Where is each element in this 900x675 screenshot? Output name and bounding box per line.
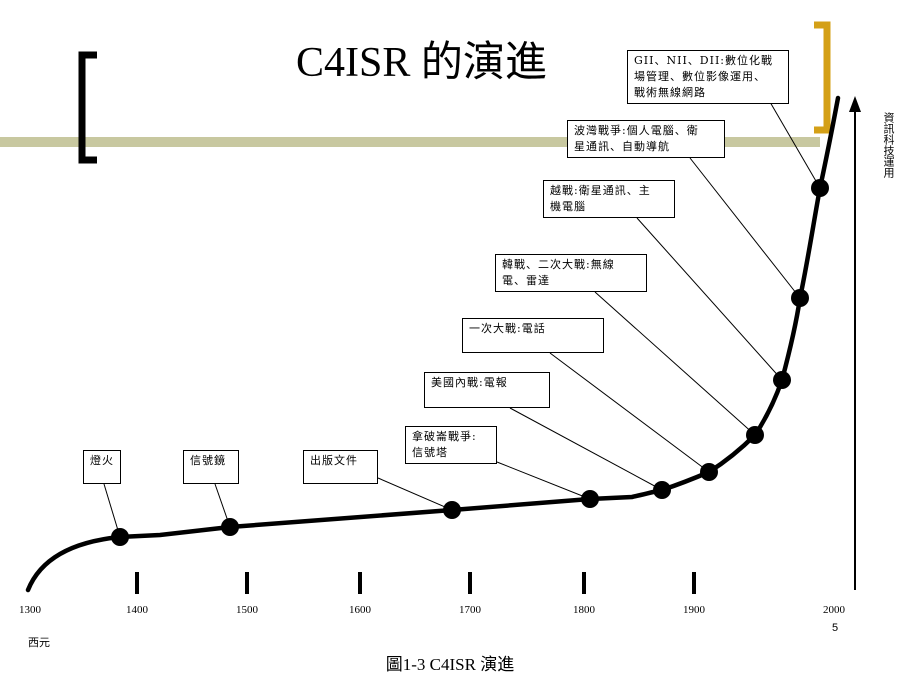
event-label-line: 韓戰、二次大戰:無線 bbox=[502, 258, 615, 271]
leader-line-civil-war bbox=[509, 407, 663, 491]
vertical-axis-label: 資訊科技運用 bbox=[882, 112, 895, 178]
year-label-1600: 1600 bbox=[349, 604, 371, 616]
year-label-1400: 1400 bbox=[126, 604, 148, 616]
event-label-line: 場管理、數位影像運用、 bbox=[634, 70, 766, 83]
slide-title: C4ISR 的演進 bbox=[296, 40, 547, 86]
year-label-1800: 1800 bbox=[573, 604, 595, 616]
left-bracket bbox=[78, 51, 97, 164]
event-label-civil-war: 美國內戰:電報 bbox=[424, 372, 550, 408]
event-label-line: 出版文件 bbox=[310, 454, 358, 467]
event-label-line: 燈火 bbox=[90, 454, 114, 467]
event-label-line: 星通訊、自動導航 bbox=[574, 140, 670, 153]
event-dot-civil-war bbox=[653, 481, 671, 499]
header-accent-bar bbox=[0, 137, 820, 147]
event-label-ww1: 一次大戰:電話 bbox=[462, 318, 604, 353]
event-label-line: 信號塔 bbox=[412, 446, 448, 459]
vertical-axis-arrowhead bbox=[849, 96, 861, 112]
event-label-line: 拿破崙戰爭: bbox=[412, 430, 477, 443]
leader-lines bbox=[103, 101, 821, 538]
year-label-1500: 1500 bbox=[236, 604, 258, 616]
year-label-1700: 1700 bbox=[459, 604, 481, 616]
leader-line-napoleonic bbox=[496, 461, 591, 500]
event-dot-vietnam bbox=[773, 371, 791, 389]
page-number: 5 bbox=[832, 622, 839, 634]
event-label-line: 越戰:衛星通訊、主 bbox=[550, 184, 651, 197]
event-dots bbox=[111, 179, 829, 546]
event-dot-gulf-war bbox=[791, 289, 809, 307]
event-dot-signal-mirror bbox=[221, 518, 239, 536]
figure-caption: 圖1-3 C4ISR 演進 bbox=[385, 655, 515, 674]
year-label-1900: 1900 bbox=[683, 604, 705, 616]
year-ticks bbox=[135, 572, 696, 594]
leader-line-korea-ww2 bbox=[594, 291, 756, 436]
event-label-korea-ww2: 韓戰、二次大戰:無線 電、雷達 bbox=[495, 254, 647, 292]
event-dot-printing bbox=[443, 501, 461, 519]
year-label-2000: 2000 bbox=[823, 604, 845, 616]
event-label-printing: 出版文件 bbox=[303, 450, 378, 484]
event-dot-ww1 bbox=[700, 463, 718, 481]
event-label-signal-mirror: 信號鏡 bbox=[183, 450, 239, 484]
event-label-line: GII、NII、DII:數位化戰 bbox=[634, 54, 774, 67]
event-dot-korea-ww2 bbox=[746, 426, 764, 444]
event-dot-beacon bbox=[111, 528, 129, 546]
event-label-line: 機電腦 bbox=[550, 200, 586, 213]
year-label-1300: 1300 bbox=[19, 604, 41, 616]
leader-line-gulf-war bbox=[689, 157, 801, 299]
evolution-curve bbox=[25, 95, 841, 593]
leader-line-printing bbox=[377, 477, 453, 511]
event-label-vietnam: 越戰:衛星通訊、主 機電腦 bbox=[543, 180, 675, 218]
event-label-line: 波灣戰爭:個人電腦、衛 bbox=[574, 124, 699, 137]
event-label-line: 美國內戰:電報 bbox=[431, 376, 508, 389]
event-label-beacon: 燈火 bbox=[83, 450, 121, 484]
event-label-line: 電、雷達 bbox=[502, 274, 550, 287]
leader-line-beacon bbox=[103, 483, 121, 538]
event-label-gii: GII、NII、DII:數位化戰 場管理、數位影像運用、 戰術無線網路 bbox=[627, 50, 789, 104]
event-label-line: 一次大戰:電話 bbox=[469, 322, 546, 335]
event-label-line: 戰術無線網路 bbox=[634, 86, 706, 99]
leader-line-vietnam bbox=[636, 217, 783, 381]
event-dot-gii bbox=[811, 179, 829, 197]
event-label-napoleonic: 拿破崙戰爭: 信號塔 bbox=[405, 426, 497, 464]
right-bracket bbox=[814, 21, 831, 134]
leader-line-gii bbox=[769, 101, 821, 189]
event-dot-napoleonic bbox=[581, 490, 599, 508]
era-label: 西元 bbox=[28, 636, 50, 649]
leader-line-ww1 bbox=[549, 352, 710, 473]
event-label-line: 信號鏡 bbox=[190, 454, 226, 467]
event-label-gulf-war: 波灣戰爭:個人電腦、衛 星通訊、自動導航 bbox=[567, 120, 725, 158]
